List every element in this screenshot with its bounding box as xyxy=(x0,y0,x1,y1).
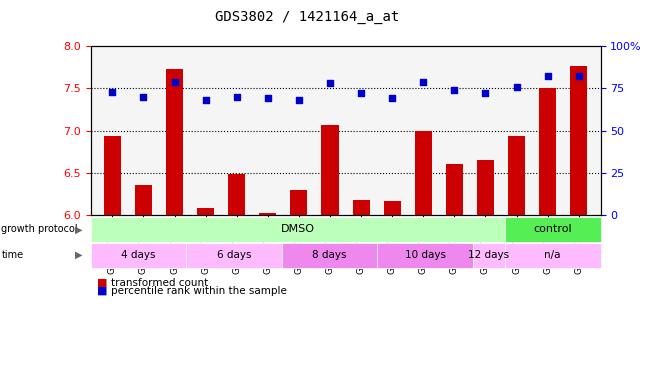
Text: GDS3802 / 1421164_a_at: GDS3802 / 1421164_a_at xyxy=(215,10,399,23)
Text: percentile rank within the sample: percentile rank within the sample xyxy=(111,286,287,296)
Bar xyxy=(477,160,494,215)
Bar xyxy=(166,69,183,215)
Bar xyxy=(197,208,214,215)
Point xyxy=(356,90,366,96)
Text: 4 days: 4 days xyxy=(121,250,156,260)
Text: growth protocol: growth protocol xyxy=(1,224,78,235)
Text: time: time xyxy=(1,250,23,260)
Bar xyxy=(321,126,339,215)
Bar xyxy=(570,66,587,215)
Point xyxy=(418,78,429,84)
Bar xyxy=(135,185,152,215)
Bar xyxy=(352,200,370,215)
Point xyxy=(325,80,336,86)
Text: 8 days: 8 days xyxy=(313,250,347,260)
Point xyxy=(293,97,304,103)
Bar xyxy=(415,131,432,215)
Point xyxy=(542,73,553,79)
Text: ■: ■ xyxy=(97,286,108,296)
Point xyxy=(449,87,460,93)
Point xyxy=(231,94,242,100)
Point xyxy=(511,84,522,90)
Text: DMSO: DMSO xyxy=(280,224,315,235)
Point xyxy=(387,95,398,101)
Point xyxy=(262,95,273,101)
Point xyxy=(169,78,180,84)
Text: ▶: ▶ xyxy=(74,224,83,235)
Bar xyxy=(259,214,276,215)
Text: 6 days: 6 days xyxy=(217,250,251,260)
Bar xyxy=(508,136,525,215)
Text: ▶: ▶ xyxy=(74,250,83,260)
Text: transformed count: transformed count xyxy=(111,278,208,288)
Point xyxy=(480,90,491,96)
Text: 10 days: 10 days xyxy=(405,250,446,260)
Point xyxy=(138,94,149,100)
Bar xyxy=(539,88,556,215)
Point xyxy=(107,89,117,95)
Bar xyxy=(291,190,307,215)
Bar xyxy=(228,174,246,215)
Point xyxy=(574,73,584,79)
Bar xyxy=(384,201,401,215)
Text: ■: ■ xyxy=(97,278,108,288)
Text: 12 days: 12 days xyxy=(468,250,509,260)
Text: control: control xyxy=(533,224,572,235)
Bar xyxy=(446,164,463,215)
Bar xyxy=(104,136,121,215)
Point xyxy=(200,97,211,103)
Text: n/a: n/a xyxy=(544,250,561,260)
